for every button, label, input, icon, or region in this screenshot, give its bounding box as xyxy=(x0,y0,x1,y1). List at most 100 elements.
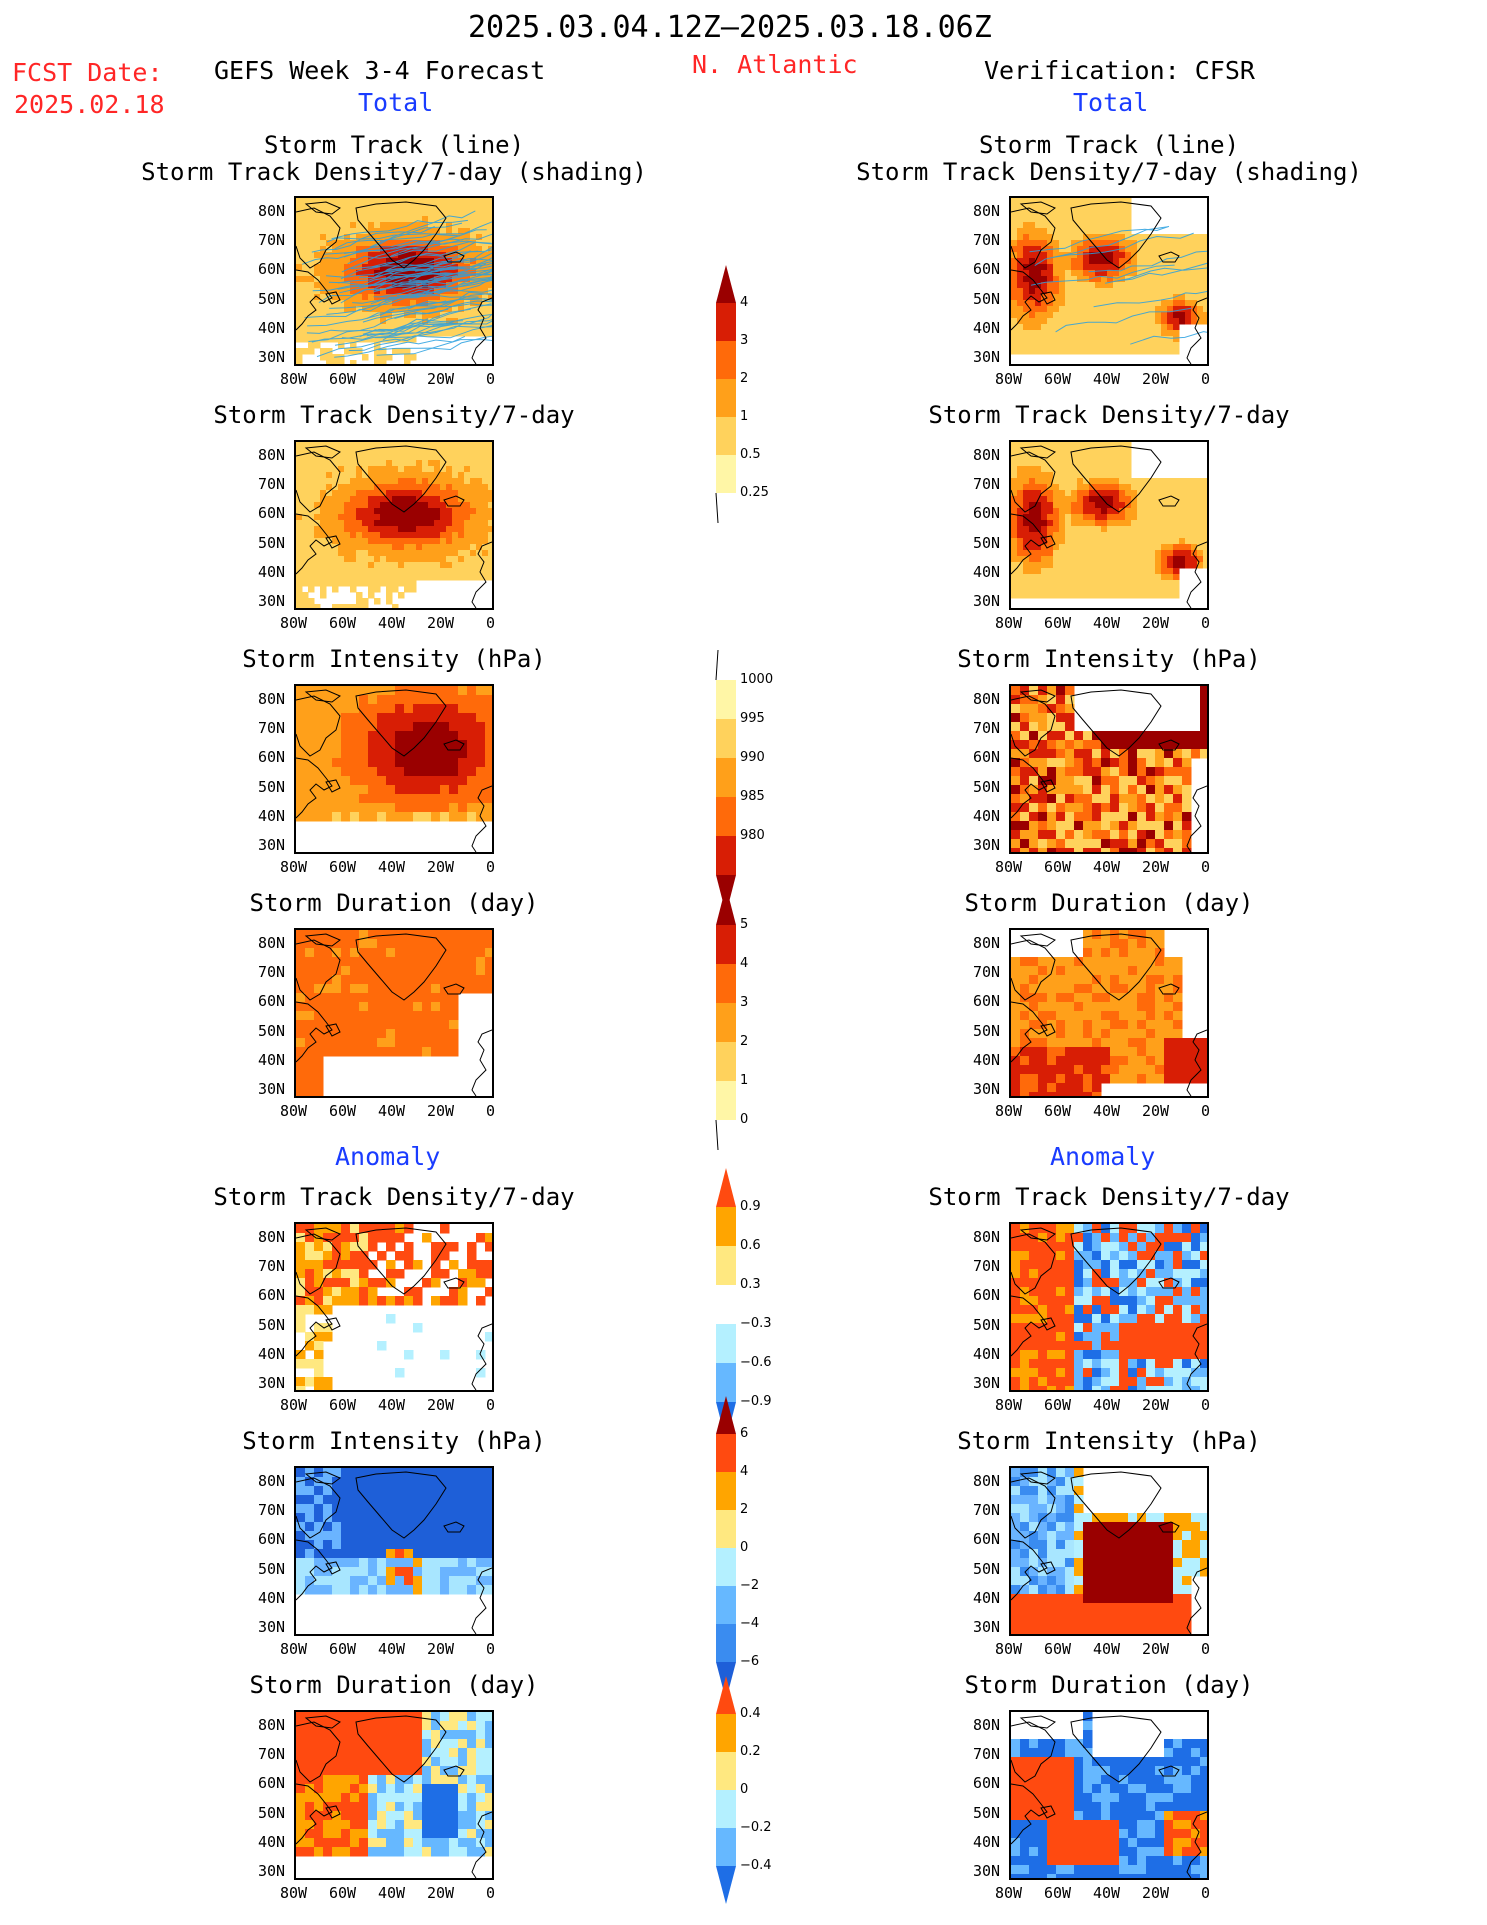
anomaly-intensity-forecast-lon-tick: 80W xyxy=(280,1640,308,1658)
intensity-verification-lon-tick: 80W xyxy=(995,858,1023,876)
track-forecast-lon-tick: 80W xyxy=(280,370,308,388)
intensity-forecast-lon-tick: 40W xyxy=(378,858,406,876)
track-forecast-lon-tick: 40W xyxy=(378,370,406,388)
colorbar-swatch xyxy=(716,964,736,1003)
track-forecast-lat-tick: 30N xyxy=(258,348,286,366)
anomaly-intensity-forecast-map xyxy=(294,1466,494,1636)
density-forecast-lon-tick: 80W xyxy=(280,614,308,632)
colorbar-swatch xyxy=(716,1003,736,1042)
anomaly-intensity-forecast-lon-tick: 40W xyxy=(378,1640,406,1658)
track-forecast-lat-tick: 50N xyxy=(258,289,286,308)
intensity-verification-lat-tick: 40N xyxy=(973,806,1001,825)
track-forecast-map xyxy=(294,196,494,366)
anomaly-intensity-verification-lon-tick: 0 xyxy=(1201,1640,1211,1658)
anomaly-intensity-verification-lon-tick: 60W xyxy=(1044,1640,1072,1658)
anomaly-duration-forecast-lon-tick: 60W xyxy=(329,1884,357,1902)
duration-verification-lat-tick: 70N xyxy=(973,963,1001,982)
colorbar-label: 2 xyxy=(740,1502,749,1517)
colorbar-swatch xyxy=(716,719,736,758)
colorbar-swatch xyxy=(716,1624,736,1662)
density-verification-map xyxy=(1009,440,1209,610)
colorbar-label: −4 xyxy=(740,1616,760,1631)
density-forecast-lat-tick: 50N xyxy=(258,533,286,552)
duration-forecast-lat-tick: 80N xyxy=(258,934,286,952)
density-verification-lat-tick: 80N xyxy=(973,446,1001,464)
colorbar-swatch xyxy=(716,1396,736,1434)
anomaly-intensity-forecast-lon-tick: 0 xyxy=(486,1640,496,1658)
anomaly-intensity-verification-lat-tick: 70N xyxy=(973,1501,1001,1520)
anomaly-density-forecast-lon-tick: 0 xyxy=(486,1396,496,1414)
anomaly-intensity-forecast-lon-tick: 60W xyxy=(329,1640,357,1658)
anomaly-intensity-verification-map xyxy=(1009,1466,1209,1636)
anomaly-intensity-forecast-lat-tick: 80N xyxy=(258,1472,286,1490)
density-forecast-field xyxy=(296,442,492,608)
colorbar-label: 980 xyxy=(740,828,765,843)
intensity-forecast-title-line-1: Storm Intensity (hPa) xyxy=(242,645,546,673)
anomaly-density-verification-lat-tick: 80N xyxy=(973,1228,1001,1246)
track-verification-lon-tick: 80W xyxy=(995,370,1023,388)
density-forecast-lat-tick: 80N xyxy=(258,446,286,464)
anomaly-duration-forecast-map xyxy=(294,1710,494,1880)
colorbar-density-anomaly: 0.9 0.6 0.3 −0.3 −0.6 −0.9 xyxy=(716,1168,772,1445)
anomaly-intensity-forecast-field xyxy=(296,1468,492,1634)
duration-verification-lon-tick: 80W xyxy=(995,1102,1023,1120)
anomaly-duration-verification-lat-tick: 70N xyxy=(973,1745,1001,1764)
colorbar-swatch xyxy=(716,1866,736,1904)
anomaly-density-forecast-lon-tick: 20W xyxy=(427,1396,455,1414)
colorbar-density-total: 4 3 2 1 0.5 0.25 xyxy=(715,265,769,524)
track-verification-lat-tick: 70N xyxy=(973,231,1001,250)
anomaly-intensity-forecast-lat-tick: 70N xyxy=(258,1501,286,1520)
colorbar-label: 0 xyxy=(740,1782,749,1797)
anomaly-density-verification-lon-tick: 60W xyxy=(1044,1396,1072,1414)
colorbar-swatch xyxy=(716,1285,736,1324)
duration-forecast-lon-tick: 0 xyxy=(486,1102,496,1120)
colorbar-label: −0.2 xyxy=(740,1820,772,1835)
colorbar-label: −0.4 xyxy=(740,1858,772,1873)
density-verification-lon-tick: 60W xyxy=(1044,614,1072,632)
colorbar-swatch xyxy=(716,1246,736,1285)
region-title: N. Atlantic xyxy=(692,50,858,79)
track-forecast-lon-tick: 60W xyxy=(329,370,357,388)
density-forecast-lon-tick: 60W xyxy=(329,614,357,632)
intensity-verification-map xyxy=(1009,684,1209,854)
anomaly-density-forecast-lat-tick: 50N xyxy=(258,1315,286,1334)
duration-verification-title-line-1: Storm Duration (day) xyxy=(964,889,1254,917)
anomaly-density-forecast-field xyxy=(296,1224,492,1390)
colorbar-label: 995 xyxy=(740,711,765,726)
duration-forecast-lon-tick: 80W xyxy=(280,1102,308,1120)
anomaly-duration-forecast-lon-tick: 40W xyxy=(378,1884,406,1902)
intensity-verification-lon-tick: 0 xyxy=(1201,858,1211,876)
verification-title: Verification: CFSR xyxy=(984,56,1255,85)
colorbar-swatch xyxy=(716,886,736,925)
colorbar-swatch xyxy=(716,341,736,379)
colorbar-swatch xyxy=(716,1510,736,1548)
colorbar-label: 0 xyxy=(740,1540,749,1555)
anomaly-intensity-forecast-lat-tick: 60N xyxy=(258,1530,286,1549)
duration-forecast-map xyxy=(294,928,494,1098)
anomaly-duration-forecast-lon-tick: 20W xyxy=(427,1884,455,1902)
section-total-right: Total xyxy=(1073,88,1149,117)
track-forecast-lon-tick: 20W xyxy=(427,370,455,388)
duration-verification-lon-tick: 40W xyxy=(1093,1102,1121,1120)
track-verification-lon-tick: 20W xyxy=(1142,370,1170,388)
colorbar-swatch xyxy=(716,1828,736,1866)
anomaly-intensity-verification-title-line-1: Storm Intensity (hPa) xyxy=(957,1427,1261,1455)
colorbar-label: 4 xyxy=(740,1464,749,1479)
anomaly-density-verification-lat-tick: 50N xyxy=(973,1315,1001,1334)
intensity-forecast-lat-tick: 80N xyxy=(258,690,286,708)
anomaly-density-forecast-lon-tick: 40W xyxy=(378,1396,406,1414)
anomaly-intensity-forecast-lat-tick: 50N xyxy=(258,1559,286,1578)
track-verification-lat-tick: 60N xyxy=(973,260,1001,279)
intensity-verification-lat-tick: 30N xyxy=(973,836,1001,854)
intensity-forecast-lat-tick: 30N xyxy=(258,836,286,854)
anomaly-duration-forecast-lat-tick: 80N xyxy=(258,1716,286,1734)
anomaly-density-forecast-lat-tick: 60N xyxy=(258,1286,286,1305)
colorbar-swatch xyxy=(716,1586,736,1624)
intensity-verification-lat-tick: 80N xyxy=(973,690,1001,708)
intensity-forecast-lat-tick: 60N xyxy=(258,748,286,767)
track-forecast-lon-tick: 0 xyxy=(486,370,496,388)
track-verification-title-line-1: Storm Track (line) xyxy=(978,131,1240,159)
track-verification-lat-tick: 40N xyxy=(973,318,1001,337)
density-verification-title: Storm Track Density/7-day xyxy=(809,402,1409,429)
density-forecast-lat-tick: 30N xyxy=(258,592,286,610)
